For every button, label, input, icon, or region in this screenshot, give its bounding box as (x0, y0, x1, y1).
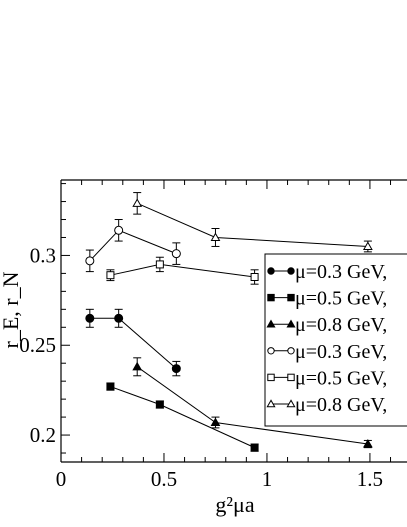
series (85, 308, 181, 377)
x-tick-label: 0.5 (151, 467, 177, 491)
marker-triangle (266, 319, 276, 328)
legend-label: μ=0.3 GeV, (295, 341, 387, 363)
y-tick-label: 0.3 (30, 243, 56, 267)
legend-label: μ=0.5 GeV, (295, 288, 387, 310)
marker-circle (85, 256, 95, 266)
axes: 0 0.5 1 1.5 0.2 0.25 0.3 (19, 179, 407, 491)
series-line (89, 317, 177, 369)
marker-triangle (266, 399, 276, 408)
series-line (110, 386, 255, 449)
series (132, 192, 373, 253)
legend-entry: μ=0.5 GeV, (267, 288, 387, 310)
x-tick-label: 0 (56, 467, 67, 491)
marker-triangle (132, 361, 143, 371)
x-tick-label: 1.5 (357, 467, 383, 491)
marker-square (287, 373, 295, 382)
series-layer (85, 192, 373, 452)
legend-entry: μ=0.8 GeV, (266, 394, 387, 416)
legend-entry: μ=0.5 GeV, (267, 367, 387, 389)
legend-label: μ=0.8 GeV, (295, 314, 387, 336)
marker-circle (85, 313, 95, 323)
marker-circle (171, 364, 181, 374)
series-line (89, 229, 177, 262)
marker-square (106, 271, 115, 280)
marker-circle (114, 313, 124, 323)
legend: μ=0.3 GeV, μ=0.5 GeV, μ=0.8 GeV, μ=0.3 GeV,… (264, 253, 407, 427)
legend-label: μ=0.8 GeV, (295, 394, 387, 416)
marker-square (267, 373, 275, 382)
marker-circle (114, 225, 124, 235)
series (106, 382, 259, 452)
series (106, 256, 259, 285)
marker-square (250, 272, 259, 281)
marker-triangle (362, 241, 373, 250)
legend-label: μ=0.5 GeV, (295, 367, 387, 389)
legend-label: μ=0.3 GeV, (295, 261, 387, 283)
legend-box (264, 253, 407, 427)
marker-triangle (286, 399, 296, 408)
marker-circle (287, 267, 295, 275)
marker-square (106, 382, 115, 391)
marker-circle (267, 347, 275, 355)
marker-square (155, 260, 164, 269)
series-line (137, 202, 368, 247)
marker-square (155, 400, 164, 409)
marker-triangle (362, 439, 373, 448)
marker-triangle (210, 417, 221, 427)
marker-circle (171, 249, 181, 259)
marker-triangle (132, 198, 143, 207)
marker-triangle (286, 319, 296, 328)
marker-triangle (210, 232, 221, 241)
x-tick-label: 1 (262, 467, 273, 491)
y-tick-label: 0.25 (19, 333, 56, 357)
marker-square (250, 443, 259, 452)
y-tick-label: 0.2 (30, 423, 56, 447)
legend-entry: μ=0.3 GeV, (267, 341, 387, 363)
marker-circle (287, 347, 295, 355)
legend-entry: μ=0.3 GeV, (267, 261, 387, 283)
marker-circle (267, 267, 275, 275)
series-line (110, 263, 255, 278)
legend-entry: μ=0.8 GeV, (266, 314, 387, 336)
series (132, 357, 373, 449)
y-axis-title: r_E, r_N (0, 271, 23, 348)
x-axis-title: g²μa (215, 492, 254, 517)
marker-square (287, 293, 295, 302)
marker-square (267, 293, 275, 302)
series (85, 219, 181, 273)
